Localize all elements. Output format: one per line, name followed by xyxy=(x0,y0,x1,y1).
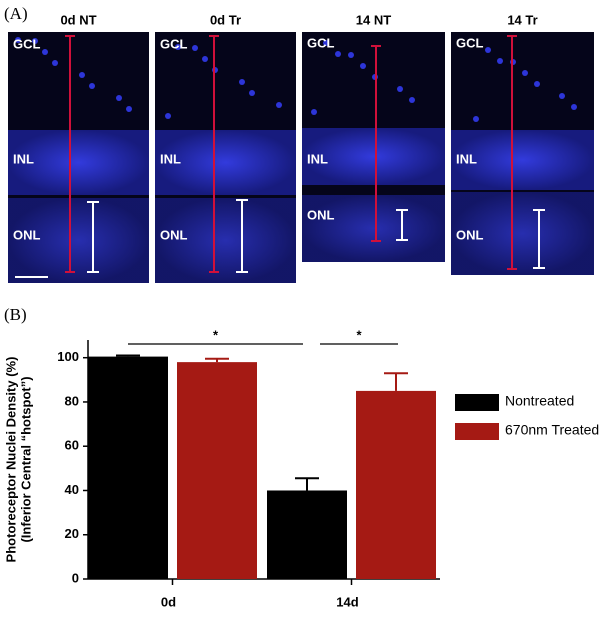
nucleus xyxy=(202,56,208,62)
nucleus xyxy=(323,40,329,46)
nucleus xyxy=(522,70,528,76)
onl-band xyxy=(8,198,149,283)
onl-band xyxy=(451,192,594,275)
y-tick-label: 40 xyxy=(65,482,79,497)
layer-label: INL xyxy=(13,151,34,166)
nucleus xyxy=(473,116,479,122)
nucleus xyxy=(52,60,58,66)
nucleus xyxy=(239,79,245,85)
bar xyxy=(177,362,257,579)
nucleus xyxy=(79,72,85,78)
nucleus xyxy=(485,47,491,53)
nucleus xyxy=(559,93,565,99)
nucleus xyxy=(335,51,341,57)
nucleus xyxy=(32,38,38,44)
x-tick-label: 14d xyxy=(336,594,358,609)
nucleus xyxy=(348,52,354,58)
layer-label: GCL xyxy=(13,36,41,51)
y-axis-label: (Inferior Central “hotspot”) xyxy=(18,376,33,542)
y-tick-label: 60 xyxy=(65,438,79,453)
layer-label: ONL xyxy=(456,227,484,242)
inl-band xyxy=(155,130,296,195)
panel-title: 14 Tr xyxy=(507,12,537,27)
layer-label: INL xyxy=(307,151,328,166)
layer-label: ONL xyxy=(13,227,41,242)
panel-title: 0d Tr xyxy=(210,12,241,27)
x-tick-label: 0d xyxy=(161,594,176,609)
legend-label: Nontreated xyxy=(505,393,574,409)
panel-title: 0d NT xyxy=(60,12,96,27)
nucleus xyxy=(534,81,540,87)
nucleus xyxy=(360,63,366,69)
y-tick-label: 0 xyxy=(72,570,79,585)
nucleus xyxy=(116,95,122,101)
layer-label: GCL xyxy=(160,36,188,51)
nucleus xyxy=(126,106,132,112)
legend-label: 670nm Treated xyxy=(505,422,599,438)
nucleus xyxy=(89,83,95,89)
nucleus xyxy=(15,37,21,43)
nucleus xyxy=(175,44,181,50)
onl-band xyxy=(155,198,296,283)
nucleus xyxy=(249,90,255,96)
layer-label: INL xyxy=(160,151,181,166)
onl-band xyxy=(302,195,445,262)
inl-band xyxy=(8,130,149,195)
nucleus xyxy=(42,49,48,55)
layer-label: INL xyxy=(456,151,477,166)
panel-label: (B) xyxy=(4,305,27,324)
panel-label: (A) xyxy=(4,4,28,23)
y-axis-label: Photoreceptor Nuclei Density (%) xyxy=(3,357,18,563)
legend-swatch xyxy=(455,423,499,440)
nucleus xyxy=(497,58,503,64)
inl-band xyxy=(302,128,445,185)
panel-title: 14 NT xyxy=(356,12,391,27)
layer-label: ONL xyxy=(307,207,335,222)
significance-label: * xyxy=(213,327,219,342)
inl-band xyxy=(451,130,594,190)
nucleus xyxy=(397,86,403,92)
nucleus xyxy=(571,104,577,110)
layer-label: GCL xyxy=(307,35,335,50)
y-tick-label: 100 xyxy=(57,349,79,364)
layer-label: GCL xyxy=(456,35,484,50)
layer-label: ONL xyxy=(160,227,188,242)
nucleus xyxy=(276,102,282,108)
bar xyxy=(356,390,436,579)
legend-swatch xyxy=(455,394,499,411)
nucleus xyxy=(409,97,415,103)
nucleus xyxy=(311,109,317,115)
nucleus xyxy=(192,45,198,51)
bar xyxy=(267,490,347,579)
significance-label: * xyxy=(356,327,362,342)
y-tick-label: 80 xyxy=(65,393,79,408)
y-tick-label: 20 xyxy=(65,526,79,541)
bar xyxy=(88,356,168,579)
nucleus xyxy=(165,113,171,119)
